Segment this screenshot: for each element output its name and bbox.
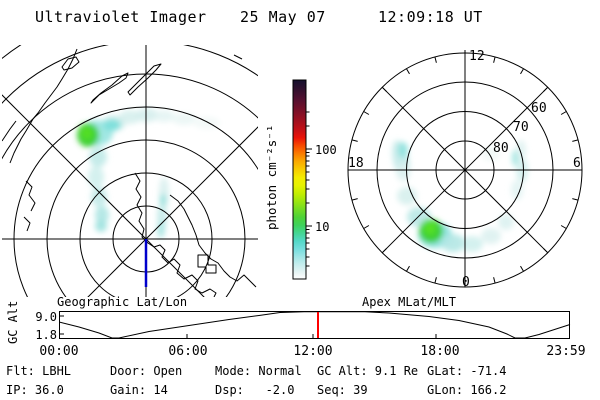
geographic-map <box>2 45 258 297</box>
mlt-18-label: 18 <box>348 156 364 171</box>
colorbar-tick-100: 100 <box>315 143 337 157</box>
aurora-emission-left <box>77 108 220 238</box>
timeline-axis-ticks <box>60 315 437 338</box>
status-mode: Mode: Normal <box>215 364 302 378</box>
altitude-timeline <box>59 311 571 339</box>
status-gc-alt: GC Alt: 9.1 Re <box>317 364 419 378</box>
mlt-12-label: 12 <box>469 49 485 64</box>
mlat-mlt-grid <box>347 50 583 288</box>
status-seq: Seq: 39 <box>317 383 368 397</box>
apex-polar-plot: 12 18 6 0 60 70 80 <box>347 49 583 290</box>
mlat-60-label: 60 <box>531 101 547 116</box>
colorbar: 100 10 photon cm⁻²s⁻¹ <box>264 79 337 280</box>
status-gain: Gain: 14 <box>110 383 168 397</box>
mlat-70-label: 70 <box>513 120 529 135</box>
status-flt: Flt: LBHL <box>6 364 72 378</box>
mlt-6-label: 6 <box>573 156 581 171</box>
mlat-80-label: 80 <box>493 141 509 156</box>
status-door: Door: Open <box>110 364 183 378</box>
status-dsp: Dsp: -2.0 <box>215 383 295 397</box>
status-glon: GLon: 166.2 <box>427 383 507 397</box>
ytick-1-8: 1.8 <box>35 328 57 342</box>
status-glat: GLat: -71.4 <box>427 364 507 378</box>
mlt-0-label: 0 <box>462 275 470 290</box>
colorbar-gradient <box>292 79 307 280</box>
xtick-1200: 12:00 <box>293 344 333 359</box>
xtick-2359: 23:59 <box>546 344 586 359</box>
xtick-0000: 00:00 <box>39 344 79 359</box>
gc-altitude-curve <box>59 311 571 339</box>
colorbar-ticks <box>306 111 312 267</box>
timeline-y-axis-label: GC Alt <box>6 300 20 344</box>
latlon-grid <box>2 45 258 297</box>
status-ip: IP: 36.0 <box>6 383 64 397</box>
xtick-0600: 06:00 <box>168 344 208 359</box>
mlt-hour-labels: 12 18 6 0 <box>348 49 581 290</box>
colorbar-tick-10: 10 <box>315 220 329 234</box>
page-title: Ultraviolet Imager <box>35 8 207 26</box>
left-plot-caption: Geographic Lat/Lon <box>57 295 188 309</box>
coastlines <box>2 48 257 297</box>
title-time: 12:09:18 UT <box>378 8 483 26</box>
ytick-9: 9.0 <box>35 310 57 324</box>
mlat-ring-labels: 60 70 80 <box>493 101 547 156</box>
colorbar-units-label: photon cm⁻²s⁻¹ <box>264 125 279 230</box>
xtick-1800: 18:00 <box>420 344 460 359</box>
right-plot-caption: Apex MLat/MLT <box>362 295 456 309</box>
title-date: 25 May 07 <box>240 8 326 26</box>
